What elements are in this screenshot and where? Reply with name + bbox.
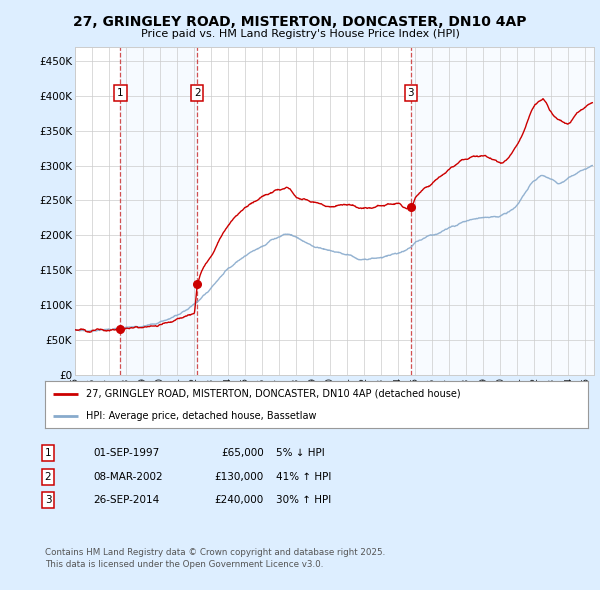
Text: 1: 1	[44, 448, 52, 458]
Text: £65,000: £65,000	[221, 448, 264, 458]
Text: 3: 3	[44, 496, 52, 505]
Bar	[411, 47, 594, 375]
Text: 30% ↑ HPI: 30% ↑ HPI	[276, 496, 331, 505]
Text: 2: 2	[194, 88, 200, 98]
Text: £240,000: £240,000	[215, 496, 264, 505]
Text: 5% ↓ HPI: 5% ↓ HPI	[276, 448, 325, 458]
Text: 01-SEP-1997: 01-SEP-1997	[93, 448, 159, 458]
Text: 41% ↑ HPI: 41% ↑ HPI	[276, 472, 331, 481]
Text: 1: 1	[117, 88, 124, 98]
Text: 3: 3	[407, 88, 414, 98]
Text: 26-SEP-2014: 26-SEP-2014	[93, 496, 159, 505]
Text: 27, GRINGLEY ROAD, MISTERTON, DONCASTER, DN10 4AP (detached house): 27, GRINGLEY ROAD, MISTERTON, DONCASTER,…	[86, 389, 460, 399]
Text: £130,000: £130,000	[215, 472, 264, 481]
Text: Contains HM Land Registry data © Crown copyright and database right 2025.
This d: Contains HM Land Registry data © Crown c…	[45, 548, 385, 569]
Bar	[121, 47, 197, 375]
Text: 27, GRINGLEY ROAD, MISTERTON, DONCASTER, DN10 4AP: 27, GRINGLEY ROAD, MISTERTON, DONCASTER,…	[73, 15, 527, 29]
Text: 2: 2	[44, 472, 52, 481]
Text: 08-MAR-2002: 08-MAR-2002	[93, 472, 163, 481]
Text: Price paid vs. HM Land Registry's House Price Index (HPI): Price paid vs. HM Land Registry's House …	[140, 29, 460, 38]
Text: HPI: Average price, detached house, Bassetlaw: HPI: Average price, detached house, Bass…	[86, 411, 316, 421]
